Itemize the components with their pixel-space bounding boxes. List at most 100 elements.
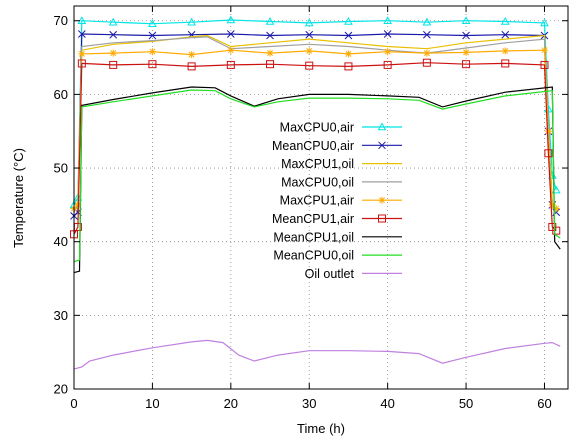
series-meancpu1-air-marker: [383, 60, 392, 69]
series-meancpu1-air-marker: [540, 60, 549, 69]
series-maxcpu0-oil: [73, 36, 557, 213]
series-maxcpu0-air-marker: [540, 18, 549, 27]
legend-entry-maxcpu1-air: MaxCPU1,air: [280, 194, 402, 208]
series-maxcpu1-oil: [73, 34, 557, 213]
y-tick-label: 20: [54, 382, 68, 397]
legend-entry-meancpu0-air: MeanCPU0,air: [272, 139, 402, 153]
series-maxcpu1-air-marker: [227, 46, 235, 54]
plot-frame: [73, 5, 569, 390]
series-oil-outlet: [73, 339, 561, 370]
series-meancpu0-air-marker: [305, 30, 314, 39]
series-line-maxcpu1-oil: [73, 34, 557, 213]
legend-entry-oil-outlet: Oil outlet: [305, 267, 402, 281]
series-meancpu0-air-marker: [423, 30, 431, 39]
series-maxcpu1-air-marker: [423, 49, 431, 57]
series-meancpu0-air-marker: [344, 31, 353, 40]
legend-label: MeanCPU1,oil: [273, 230, 354, 244]
series-meancpu0-air-marker: [148, 31, 157, 40]
y-tick-label: 30: [54, 308, 68, 323]
series-maxcpu0-air-marker: [265, 16, 275, 25]
series-maxcpu1-air-marker: [544, 127, 552, 135]
x-tick-label: 10: [145, 396, 159, 411]
x-tick-label: 50: [459, 396, 473, 411]
x-tick-label: 30: [302, 396, 316, 411]
series-meancpu1-air-marker: [552, 226, 561, 235]
legend-entry-meancpu1-air: MeanCPU1,air: [272, 212, 402, 226]
series-maxcpu0-air-marker: [148, 19, 157, 27]
series-meancpu0-air-marker: [383, 30, 392, 38]
y-tick-label: 60: [54, 87, 68, 102]
series-maxcpu1-air: [70, 46, 560, 213]
series-maxcpu1-air-marker: [462, 48, 470, 56]
series-layer: [69, 15, 561, 370]
legend-label: MaxCPU1,oil: [281, 157, 354, 171]
legend-entry-maxcpu0-air: MaxCPU0,air: [280, 121, 402, 135]
series-maxcpu1-air-marker: [305, 47, 313, 55]
series-meancpu0-air-marker: [266, 31, 274, 40]
series-meancpu0-air-marker: [226, 30, 235, 38]
x-tick-label: 40: [380, 396, 394, 411]
series-maxcpu1-air-marker: [384, 48, 392, 56]
series-meancpu1-oil: [73, 86, 561, 274]
legend-entry-maxcpu1-oil: MaxCPU1,oil: [281, 157, 402, 171]
series-maxcpu1-air-marker: [266, 49, 274, 57]
legend-label: Oil outlet: [305, 267, 355, 281]
legend-maxcpu0-air-marker: [377, 122, 387, 131]
legend-meancpu0-air-marker: [378, 141, 386, 150]
series-maxcpu0-air-marker: [304, 18, 314, 27]
series-line-meancpu0-oil: [73, 89, 561, 263]
x-tick-label: 60: [537, 396, 551, 411]
legend-entry-meancpu0-oil: MeanCPU0,oil: [273, 249, 402, 263]
legend: MaxCPU0,air MeanCPU0,air MaxCPU1,oil MaxCPU…: [272, 121, 402, 281]
series-maxcpu1-air-marker: [540, 46, 548, 54]
series-meancpu1-air-marker: [544, 149, 553, 158]
series-maxcpu0-air-marker: [383, 16, 393, 25]
series-maxcpu1-air-marker: [78, 50, 86, 58]
series-meancpu1-air-marker: [344, 62, 353, 71]
legend-entry-maxcpu0-oil: MaxCPU0,oil: [281, 175, 402, 189]
series-meancpu1-air-marker: [148, 60, 157, 69]
x-axis-label: Time (h): [297, 421, 345, 436]
series-meancpu1-air-marker: [462, 60, 471, 69]
series-meancpu1-air-marker: [266, 60, 275, 69]
series-meancpu1-air-marker: [109, 60, 118, 69]
series-meancpu1-air-marker: [422, 58, 431, 67]
series-maxcpu0-air-marker: [500, 16, 510, 25]
series-maxcpu1-air-marker: [344, 50, 352, 58]
series-maxcpu0-air-marker: [77, 16, 87, 25]
series-maxcpu0-air-marker: [226, 15, 236, 24]
series-maxcpu0-air-marker: [108, 17, 118, 26]
legend-label: MeanCPU0,air: [272, 139, 354, 153]
series-meancpu0-air-marker: [462, 31, 470, 40]
series-line-oil-outlet: [73, 339, 561, 370]
legend-label: MaxCPU0,oil: [281, 175, 354, 189]
series-maxcpu1-air-marker: [501, 47, 509, 55]
legend-label: MaxCPU1,air: [280, 194, 354, 208]
legend-label: MeanCPU1,air: [272, 212, 354, 226]
series-line-maxcpu0-oil: [73, 36, 557, 213]
series-maxcpu1-air-marker: [148, 48, 156, 56]
series-maxcpu0-air-marker: [422, 17, 432, 26]
series-maxcpu0-air-marker: [187, 17, 196, 26]
legend-maxcpu1-air-marker: [378, 196, 386, 204]
series-maxcpu1-air-marker: [188, 51, 196, 59]
series-meancpu1-air-marker: [305, 61, 314, 70]
series-meancpu1-air-marker: [187, 62, 196, 71]
series-meancpu0-air-marker: [109, 30, 118, 39]
y-tick-label: 40: [54, 234, 68, 249]
y-tick-label: 70: [54, 13, 68, 28]
legend-meancpu1-air-marker: [378, 214, 386, 223]
series-meancpu0-air-marker: [501, 30, 510, 39]
legend-entry-meancpu1-oil: MeanCPU1,oil: [273, 230, 402, 244]
series-meancpu0-air-marker: [77, 30, 86, 38]
y-axis-label: Temperature (°C): [11, 148, 26, 248]
series-meancpu1-air-marker: [77, 59, 86, 68]
series-meancpu0-oil: [73, 89, 561, 263]
x-tick-label: 20: [224, 396, 238, 411]
legend-label: MaxCPU0,air: [280, 121, 354, 135]
axis-ticks: 0 10 20 30 40 50 60 20 30 40 50 60 70: [54, 6, 568, 411]
series-meancpu1-air-marker: [226, 60, 235, 69]
series-maxcpu0-air-marker: [461, 16, 471, 25]
